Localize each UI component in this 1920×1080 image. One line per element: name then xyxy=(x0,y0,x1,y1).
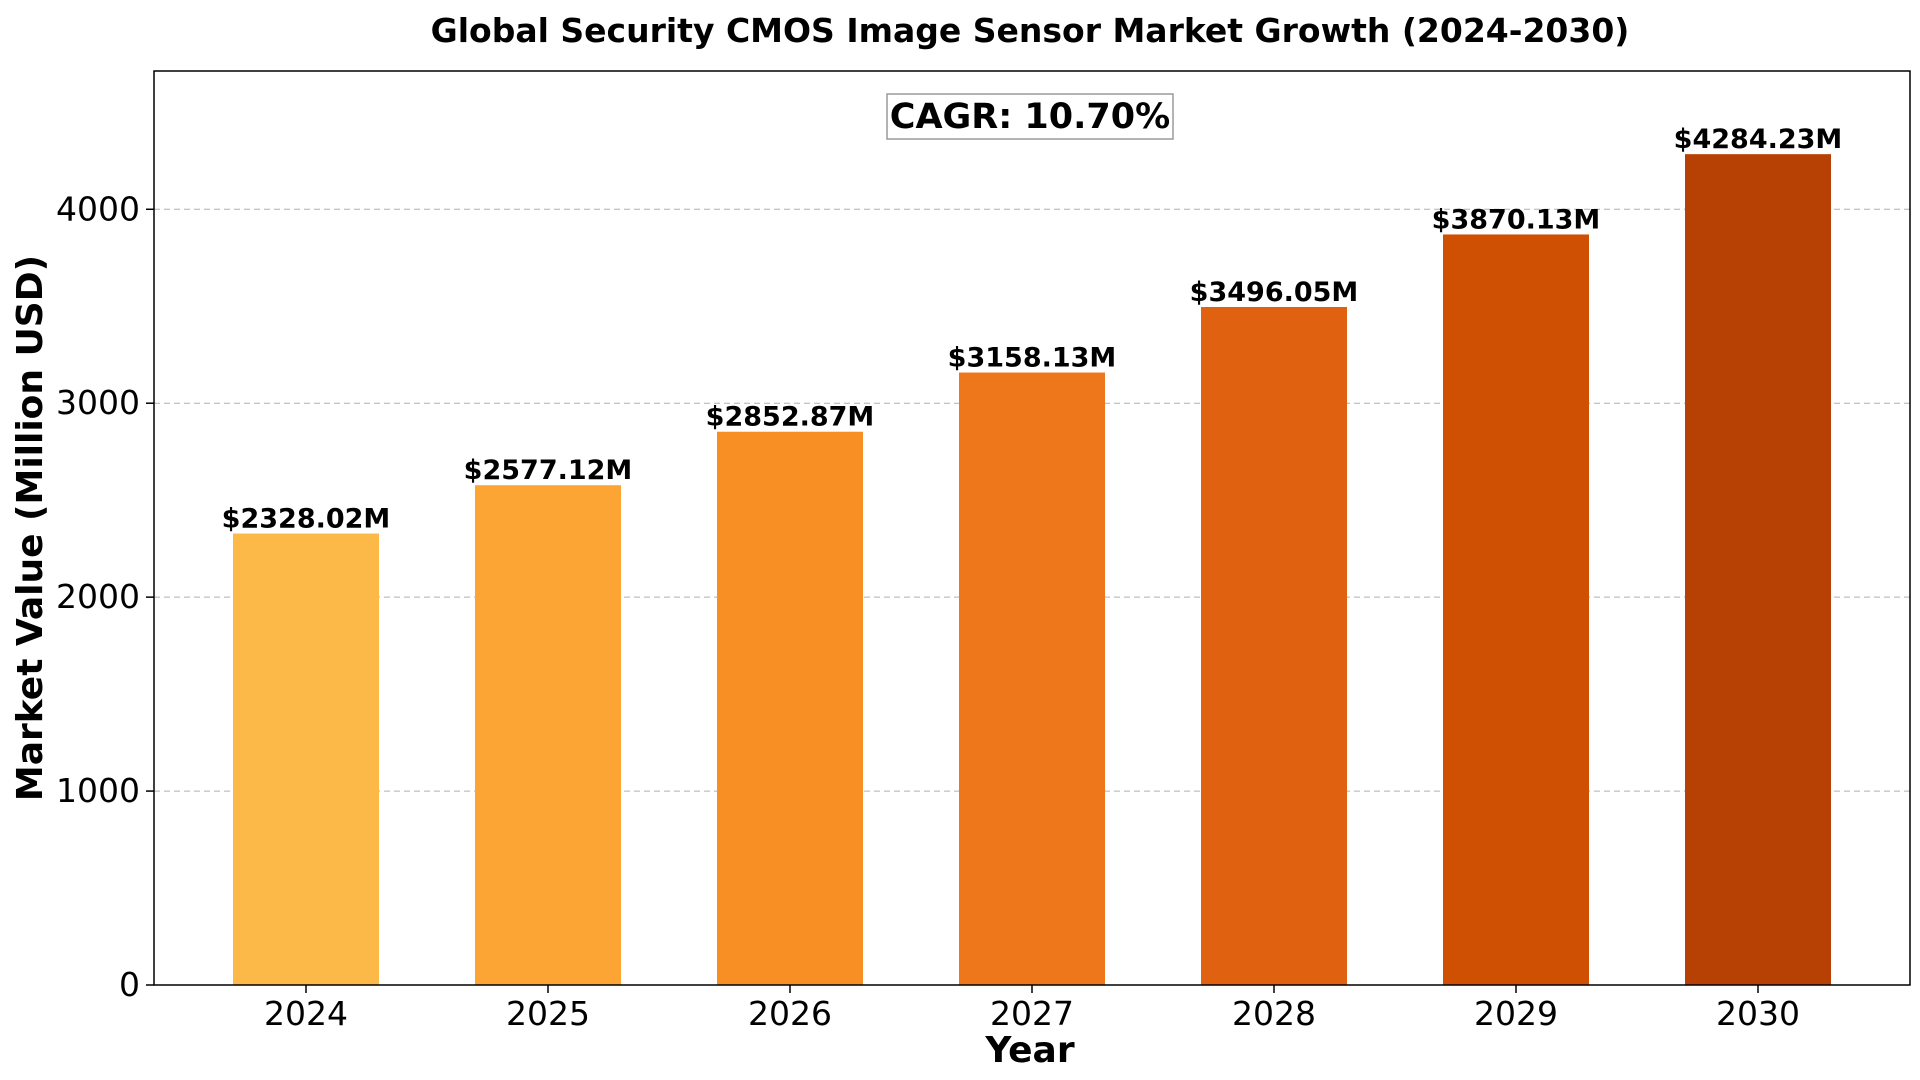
bar-2026 xyxy=(717,431,863,985)
bar-2025 xyxy=(475,485,621,985)
y-axis-label: Market Value (Million USD) xyxy=(10,255,51,801)
data-label-2025: $2577.12M xyxy=(464,455,633,486)
data-label-2026: $2852.87M xyxy=(706,402,875,433)
x-tick-label-2026: 2026 xyxy=(748,994,832,1033)
bar-2024 xyxy=(233,533,379,985)
y-tick-label: 3000 xyxy=(56,383,140,422)
cagr-annotation: CAGR: 10.70% xyxy=(886,93,1174,140)
y-axis-ticks: 0 1000 2000 3000 4000 xyxy=(56,189,154,1004)
bars-layer xyxy=(233,154,1831,986)
x-tick-label-2028: 2028 xyxy=(1232,994,1316,1033)
data-label-2024: $2328.02M xyxy=(222,504,391,535)
y-tick-label: 4000 xyxy=(56,189,140,228)
data-labels-layer: $2328.02M $2577.12M $2852.87M $3158.13M $349… xyxy=(222,124,1843,534)
y-tick-label: 0 xyxy=(119,965,140,1004)
data-label-2030: $4284.23M xyxy=(1674,124,1843,155)
data-label-2029: $3870.13M xyxy=(1432,204,1601,235)
cagr-annotation-text: CAGR: 10.70% xyxy=(890,97,1170,137)
bar-2028 xyxy=(1201,307,1347,986)
grid-layer xyxy=(154,208,1910,792)
x-tick-label-2029: 2029 xyxy=(1474,994,1558,1033)
bar-2030 xyxy=(1685,154,1831,985)
x-tick-label-2027: 2027 xyxy=(990,994,1074,1033)
bar-2027 xyxy=(959,372,1105,985)
data-label-2027: $3158.13M xyxy=(948,343,1117,374)
x-tick-label-2025: 2025 xyxy=(506,994,590,1033)
x-tick-label-2024: 2024 xyxy=(264,994,348,1033)
cagr-annotation-box xyxy=(886,93,1174,140)
x-axis-label: Year xyxy=(984,1030,1074,1071)
x-tick-label-2030: 2030 xyxy=(1716,994,1800,1033)
data-label-2028: $3496.05M xyxy=(1190,277,1359,308)
bar-2029 xyxy=(1443,234,1589,985)
y-tick-label: 2000 xyxy=(56,577,140,616)
x-axis-ticks: 2024 2025 2026 2027 2028 2029 2030 xyxy=(264,985,1800,1033)
y-tick-label: 1000 xyxy=(56,771,140,810)
chart-title: Global Security CMOS Image Sensor Market… xyxy=(431,11,1630,50)
